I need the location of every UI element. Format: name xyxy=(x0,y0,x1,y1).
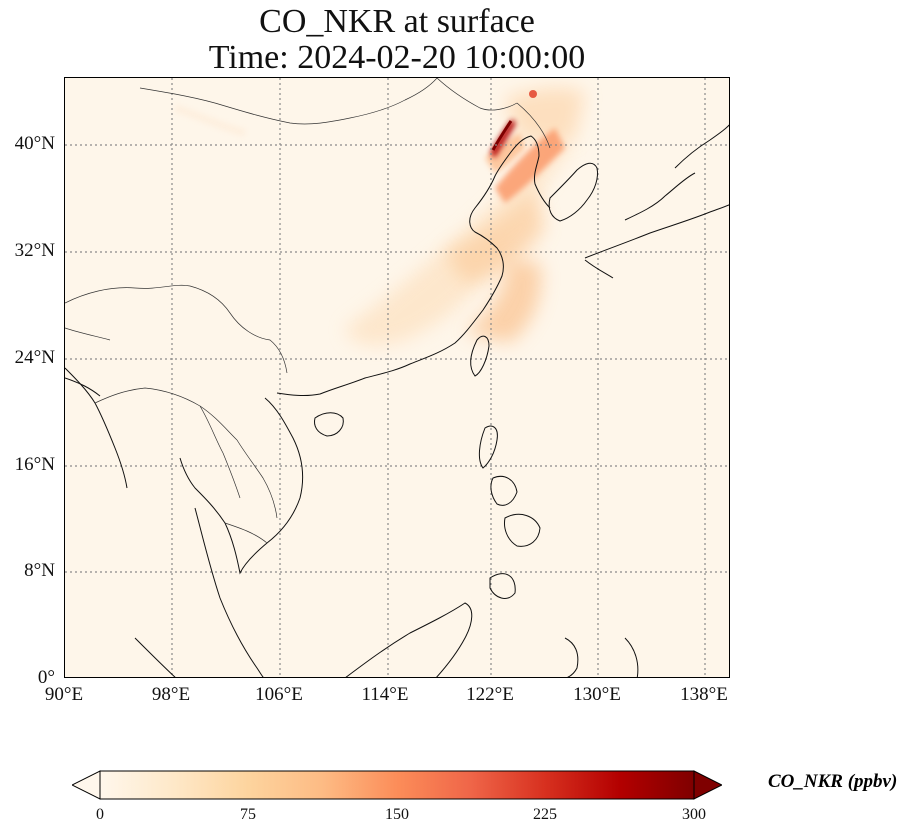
lon-tick-90e: 90°E xyxy=(44,684,84,705)
map-title: CO_NKR at surface xyxy=(259,3,535,40)
lat-tick-8n: 8°N xyxy=(24,560,55,581)
country-borders xyxy=(65,78,551,544)
map-plot-area xyxy=(64,77,730,678)
colorbar-tick-0: 0 xyxy=(96,806,104,823)
co-concentration-field xyxy=(173,87,585,346)
colorbar-graphic xyxy=(70,770,724,800)
lat-tick-32n: 32°N xyxy=(14,240,55,261)
colorbar-gradient xyxy=(99,770,695,800)
colorbar-tick-225: 225 xyxy=(533,806,557,823)
lat-tick-24n: 24°N xyxy=(14,347,55,368)
gridlines xyxy=(65,78,729,677)
colorbar-tick-300: 300 xyxy=(682,806,706,823)
colorbar-label: CO_NKR (ppbv) xyxy=(768,771,898,792)
lon-tick-106e: 106°E xyxy=(255,684,303,705)
colorbar-tick-150: 150 xyxy=(385,806,409,823)
colorbar-max-extend xyxy=(693,770,724,800)
lat-tick-40n: 40°N xyxy=(14,133,55,154)
lon-tick-122e: 122°E xyxy=(466,684,514,705)
colorbar-tick-75: 75 xyxy=(240,806,256,823)
colorbar-min-extend xyxy=(70,770,101,800)
lat-tick-0: 0° xyxy=(37,667,55,688)
lon-tick-114e: 114°E xyxy=(361,684,409,705)
map-time-subtitle: Time: 2024-02-20 10:00:00 xyxy=(208,39,586,76)
colorbar xyxy=(70,770,724,800)
lon-tick-130e: 130°E xyxy=(573,684,621,705)
coastlines xyxy=(65,124,729,677)
lat-tick-16n: 16°N xyxy=(14,454,55,475)
map-canvas xyxy=(65,78,729,677)
lon-tick-138e: 138°E xyxy=(680,684,728,705)
lon-tick-98e: 98°E xyxy=(151,684,191,705)
